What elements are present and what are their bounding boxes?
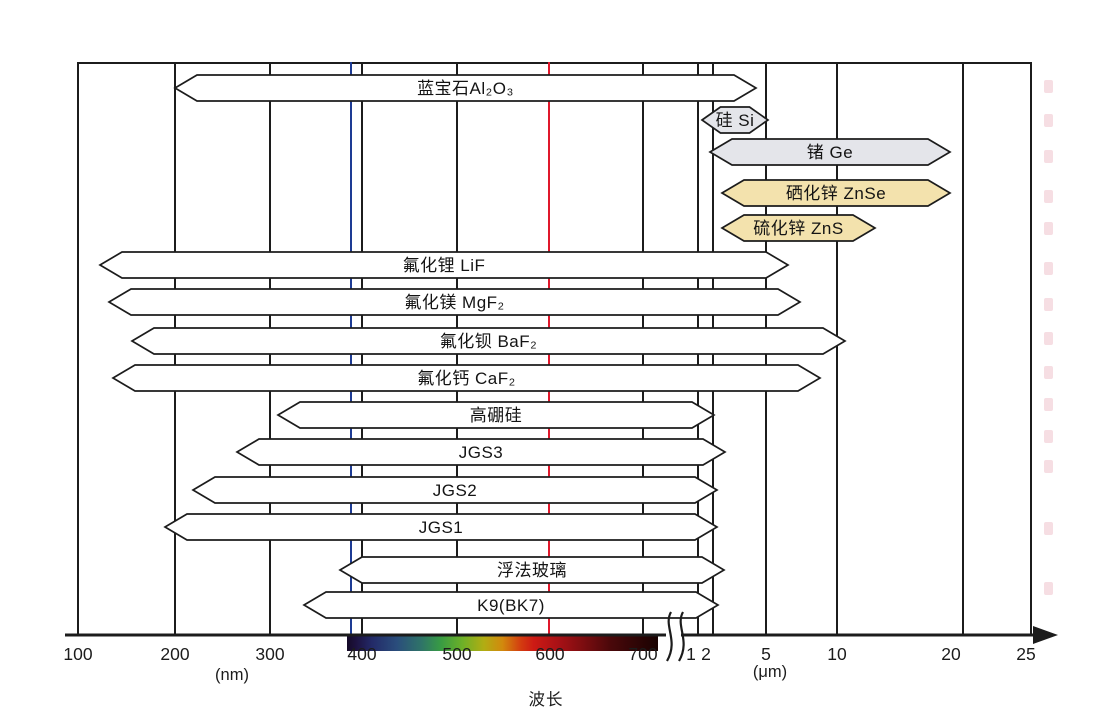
material-bar <box>276 401 716 429</box>
material-label: 锗 Ge <box>806 142 854 162</box>
pink-edge-artifact <box>1044 366 1053 379</box>
nm-unit-label: (nm) <box>215 666 249 684</box>
material-label: 氟化镁 MgF₂ <box>404 292 505 312</box>
material-bar <box>111 364 822 392</box>
axis-title: 波长 <box>528 691 564 709</box>
material-bar <box>173 74 758 102</box>
axis-tick-label: 700 <box>628 644 658 664</box>
material-label: JGS3 <box>458 442 504 462</box>
axis-tick-label: 20 <box>941 644 961 664</box>
material-label: 氟化钡 BaF₂ <box>439 331 538 351</box>
material-bar <box>235 438 727 466</box>
material-bar <box>163 513 719 541</box>
axis-tick-label: 100 <box>63 644 93 664</box>
axis-tick-label: 1 <box>686 644 696 664</box>
pink-edge-artifact <box>1044 332 1053 345</box>
material-label: JGS1 <box>418 517 464 537</box>
pink-edge-artifact <box>1044 398 1053 411</box>
axis-tick-label: 300 <box>255 644 285 664</box>
material-label: 氟化锂 LiF <box>402 255 486 275</box>
material-bar <box>98 251 790 279</box>
material-bar <box>191 476 719 504</box>
material-label: 高硼硅 <box>469 405 523 425</box>
axis-tick-label: 500 <box>442 644 472 664</box>
gridline <box>962 62 964 635</box>
axis-break-mark <box>666 611 673 662</box>
axis-tick-label: 10 <box>827 644 847 664</box>
material-label: 蓝宝石Al₂O₃ <box>417 78 514 98</box>
pink-edge-artifact <box>1044 522 1053 535</box>
material-bar <box>720 179 952 207</box>
pink-edge-artifact <box>1044 298 1053 311</box>
axis-break-mark <box>678 611 685 662</box>
material-bar <box>338 556 726 584</box>
material-label: 硫化锌 ZnS <box>753 218 844 238</box>
pink-edge-artifact <box>1044 222 1053 235</box>
pink-edge-artifact <box>1044 430 1053 443</box>
material-label: JGS2 <box>432 480 478 500</box>
material-bar <box>130 327 847 355</box>
pink-edge-artifact <box>1044 150 1053 163</box>
axis-tick-label: 400 <box>347 644 377 664</box>
pink-edge-artifact <box>1044 460 1053 473</box>
axis-tick-label: 5 <box>761 644 771 664</box>
axis-tick-label: 600 <box>535 644 565 664</box>
material-bar <box>720 214 877 242</box>
material-label: 氟化钙 CaF₂ <box>417 368 516 388</box>
pink-edge-artifact <box>1044 262 1053 275</box>
material-bar <box>700 106 770 134</box>
pink-edge-artifact <box>1044 114 1053 127</box>
axis-arrowhead <box>1033 626 1058 644</box>
material-label: 浮法玻璃 <box>497 560 567 580</box>
pink-edge-artifact <box>1044 190 1053 203</box>
gridline <box>836 62 838 635</box>
material-bar <box>708 138 952 166</box>
visible-spectrum-gradient <box>347 636 658 651</box>
pink-edge-artifact <box>1044 80 1053 93</box>
axis-tick-label: 25 <box>1016 644 1036 664</box>
um-unit-label: (μm) <box>752 663 788 681</box>
pink-edge-artifact <box>1044 582 1053 595</box>
material-label: K9(BK7) <box>477 595 545 615</box>
material-label: 硒化锌 ZnSe <box>785 183 887 203</box>
axis-tick-label: 200 <box>160 644 190 664</box>
material-bar <box>107 288 802 316</box>
axis-tick-label: 2 <box>701 644 711 664</box>
material-label: 硅 Si <box>715 110 755 130</box>
material-bar <box>302 591 720 619</box>
plot-border <box>77 62 1032 635</box>
